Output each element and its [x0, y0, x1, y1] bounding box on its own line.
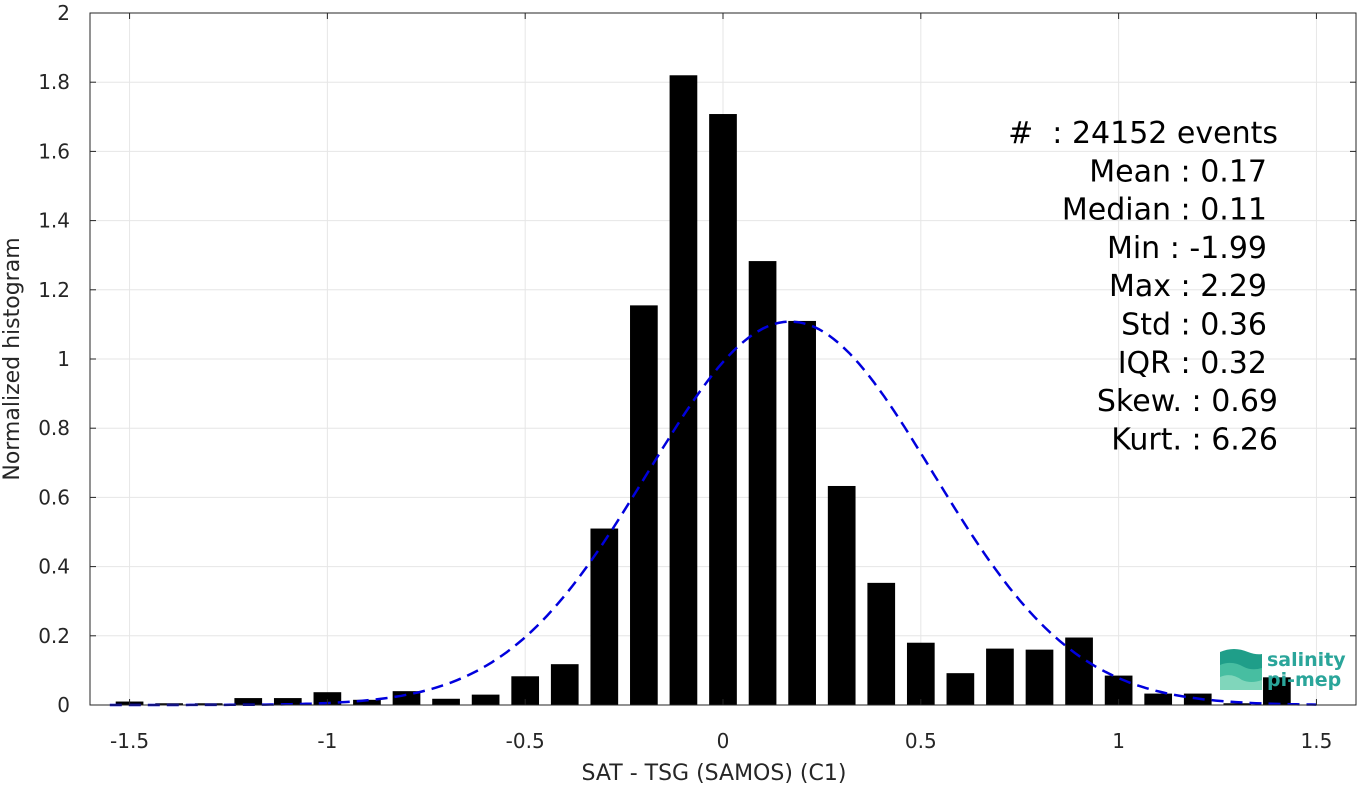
histogram-bar — [550, 664, 579, 705]
y-tick-label: 0.8 — [38, 416, 70, 440]
x-tick-label: -1.5 — [110, 729, 149, 753]
histogram-bar — [986, 648, 1014, 705]
x-tick-label: 0 — [717, 729, 730, 753]
x-tick-label: 0.5 — [905, 729, 937, 753]
histogram-bar — [906, 642, 935, 705]
histogram-bar — [709, 114, 737, 706]
histogram-bar — [669, 75, 698, 705]
histogram-bar — [748, 261, 777, 705]
histogram-bar — [1144, 693, 1173, 705]
stat-line: Skew. : 0.69 — [1097, 384, 1278, 419]
stat-line: IQR : 0.32 — [1118, 346, 1267, 381]
y-tick-label: 1 — [57, 347, 70, 371]
histogram-bar — [788, 320, 816, 705]
stat-line: Median : 0.11 — [1062, 193, 1267, 228]
y-tick-label: 1.6 — [38, 139, 70, 163]
histogram-bar — [353, 699, 381, 705]
y-tick-label: 0.4 — [38, 555, 70, 579]
stat-line: Mean : 0.17 — [1089, 154, 1267, 189]
stat-line: Max : 2.29 — [1109, 269, 1267, 304]
y-tick-label: 1.4 — [38, 209, 70, 233]
histogram-bar — [313, 692, 342, 705]
logo-text-line1: salinity — [1267, 649, 1346, 671]
histogram-bars — [115, 75, 1291, 706]
stat-line: Min : -1.99 — [1107, 231, 1267, 266]
histogram-bar — [1025, 649, 1054, 705]
histogram-bar — [273, 698, 302, 705]
histogram-bar — [590, 528, 619, 705]
histogram-bar — [827, 485, 856, 705]
y-axis-ticks: 0 0.2 0.4 0.6 0.8 1 1.2 1.4 1.6 1.8 2 — [38, 1, 1356, 717]
histogram-bar — [234, 698, 263, 705]
stat-line: Std : 0.36 — [1121, 308, 1267, 343]
x-axis-label: SAT - TSG (SAMOS) (C1) — [582, 761, 847, 785]
y-tick-label: 0 — [57, 693, 70, 717]
histogram-bar — [471, 694, 500, 705]
wave-logo-icon — [1220, 649, 1262, 690]
logo-text-line2: pi-mep — [1267, 669, 1341, 691]
y-axis-label: Normalized histogram — [0, 237, 25, 480]
histogram-bar — [1223, 703, 1252, 705]
histogram-bar — [1065, 637, 1093, 705]
histogram-bar — [630, 305, 658, 705]
y-tick-label: 2 — [57, 1, 70, 25]
x-tick-label: 1 — [1112, 729, 1125, 753]
stat-line: Kurt. : 6.26 — [1111, 422, 1278, 457]
y-tick-label: 0.6 — [38, 485, 70, 509]
salinity-pimep-logo: salinity pi-mep — [1220, 649, 1346, 691]
histogram-bar — [1263, 677, 1291, 705]
x-tick-label: -0.5 — [506, 729, 545, 753]
histogram-bar — [432, 698, 460, 705]
gaussian-fit-curve — [109, 320, 1317, 707]
x-tick-label: 1.5 — [1301, 729, 1333, 753]
y-tick-label: 1.2 — [38, 278, 70, 302]
y-tick-label: 1.8 — [38, 70, 70, 94]
stat-line: # : 24152 events — [1008, 116, 1278, 151]
x-tick-label: -1 — [317, 729, 337, 753]
x-axis-ticks: -1.5 -1 -0.5 0 0.5 1 1.5 — [110, 13, 1332, 753]
histogram-bar — [867, 582, 896, 705]
histogram-bar — [946, 673, 975, 705]
y-tick-label: 0.2 — [38, 624, 70, 648]
